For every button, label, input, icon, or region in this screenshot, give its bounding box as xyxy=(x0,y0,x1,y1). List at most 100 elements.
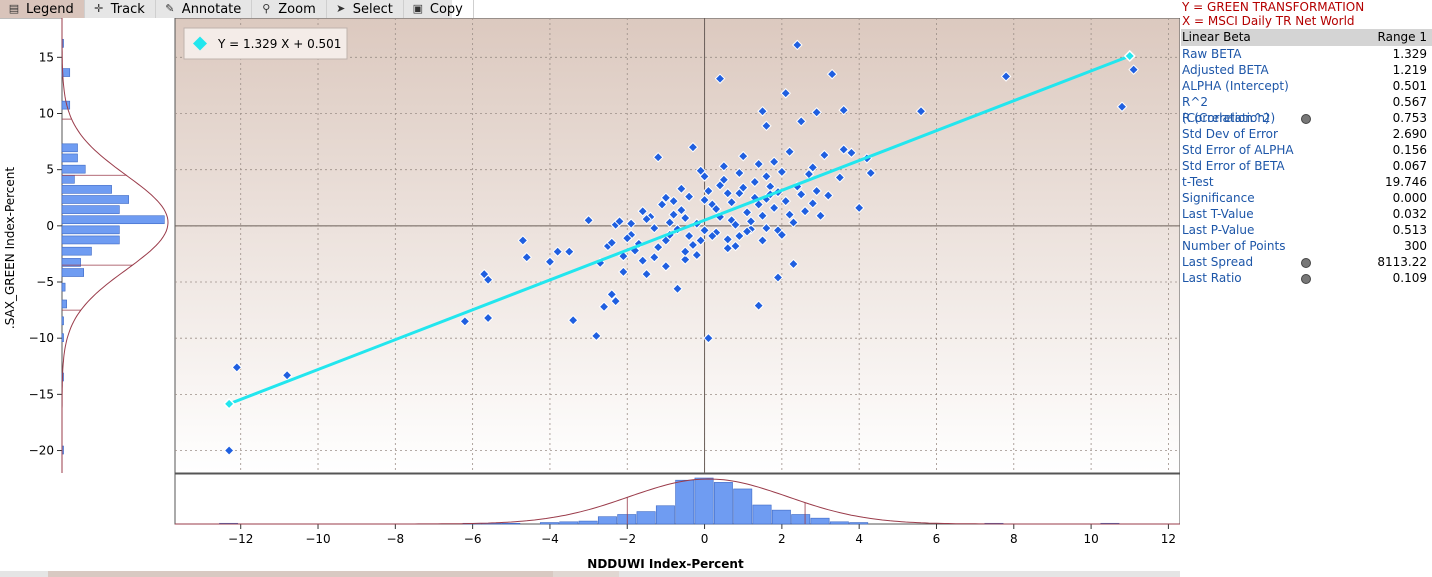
data-point xyxy=(563,246,575,257)
legend-icon: ▤ xyxy=(8,2,20,15)
y-histogram-bar xyxy=(61,268,85,277)
stat-value: 0.032 xyxy=(1392,207,1427,221)
data-point xyxy=(223,445,235,456)
stat-label: Number of Points xyxy=(1182,239,1286,253)
data-point xyxy=(788,258,799,270)
stat-value: 1.219 xyxy=(1392,63,1427,77)
data-point xyxy=(838,104,850,116)
data-point xyxy=(780,87,792,99)
stat-row: Std Error of ALPHA 0.156 xyxy=(1181,142,1432,158)
y-series-title: Y = GREEN TRANSFORMATION xyxy=(1182,0,1365,14)
legend-text: Y = 1.329 X + 0.501 xyxy=(217,37,341,51)
data-point xyxy=(784,146,795,157)
data-point xyxy=(668,195,679,207)
data-point xyxy=(826,68,838,80)
data-point xyxy=(853,202,865,214)
data-point xyxy=(687,239,699,251)
data-point xyxy=(761,120,772,132)
x-histogram-bar xyxy=(791,514,811,525)
toolbar-track-button[interactable]: ✛ Track xyxy=(85,0,156,18)
x-histogram-bar xyxy=(655,505,675,525)
data-point xyxy=(676,204,687,216)
data-point xyxy=(737,150,749,162)
y-histogram-bar xyxy=(61,225,120,235)
x-histogram-bar xyxy=(771,509,791,525)
y-axis-label: .SAX_GREEN Index-Percent xyxy=(3,167,17,329)
x-tick-label: 0 xyxy=(701,532,709,546)
stat-row: Last P-Value 0.513 xyxy=(1181,222,1432,238)
data-point xyxy=(641,268,652,280)
x-tick-label: 4 xyxy=(855,532,863,546)
toolbar-annotate-button[interactable]: ✎ Annotate xyxy=(156,0,253,18)
y-tick-label: −10 xyxy=(29,331,54,345)
data-point xyxy=(652,241,664,253)
x-histogram-bar xyxy=(559,521,579,525)
x-axis-label: NDDUWI Index-Percent xyxy=(587,557,744,571)
data-point xyxy=(915,105,927,117)
x-tick-label: −2 xyxy=(618,532,636,546)
stat-value: 19.746 xyxy=(1385,175,1427,189)
data-point xyxy=(664,217,676,228)
y-normal-curve xyxy=(61,18,169,473)
stats-header-label: Linear Beta xyxy=(1182,30,1251,44)
toolbar-copy-button[interactable]: ▣ Copy xyxy=(404,0,474,18)
data-point xyxy=(722,187,734,199)
magnifier-icon: ⚲ xyxy=(262,2,271,15)
y-histogram-bar xyxy=(61,258,81,267)
chart-toggle-icon[interactable] xyxy=(1301,258,1311,268)
chart-toggle-icon[interactable] xyxy=(1301,114,1311,124)
x-histogram-bar xyxy=(810,517,830,525)
x-histogram-bar xyxy=(713,482,733,525)
data-point xyxy=(683,191,695,202)
stat-label: t-Test xyxy=(1182,175,1214,189)
stat-value: 2.690 xyxy=(1392,127,1427,141)
x-tick-label: 6 xyxy=(933,532,941,546)
y-histogram-bar xyxy=(61,246,92,256)
toolbar-select-button[interactable]: ➤ Select xyxy=(327,0,404,18)
x-histogram-bar xyxy=(694,477,714,525)
toolbar-button-label: Select xyxy=(352,1,393,17)
toolbar-legend-button[interactable]: ▤ Legend xyxy=(0,0,85,18)
stat-label: Std Error of ALPHA xyxy=(1182,143,1294,157)
x-histogram-bar xyxy=(597,516,617,525)
data-point xyxy=(749,176,761,188)
legend-box xyxy=(183,27,348,60)
toolbar-zoom-button[interactable]: ⚲ Zoom xyxy=(252,0,327,18)
chart-toggle-icon[interactable] xyxy=(1301,274,1311,284)
x-tick-label: −6 xyxy=(464,532,482,546)
x-tick-label: −4 xyxy=(541,532,559,546)
scrollbar-thumb[interactable] xyxy=(48,571,553,577)
y-tick-label: 15 xyxy=(39,50,54,64)
x-histogram-bar xyxy=(539,522,559,525)
data-point xyxy=(683,230,695,242)
data-point xyxy=(799,205,811,217)
data-point xyxy=(772,272,784,283)
data-point xyxy=(757,235,768,246)
data-point xyxy=(699,225,710,236)
y-histogram-bar xyxy=(61,316,64,326)
y-histogram-bar xyxy=(61,68,71,77)
data-point xyxy=(621,232,633,244)
stat-label: Adjusted BETA xyxy=(1182,63,1269,77)
data-point xyxy=(637,255,649,266)
x-histogram-bar xyxy=(829,521,849,525)
stat-value: 8113.22 xyxy=(1377,255,1427,269)
data-point xyxy=(714,73,726,84)
data-point xyxy=(1116,101,1128,113)
data-point xyxy=(834,172,846,183)
stat-label: Std Error of BETA xyxy=(1182,159,1285,173)
data-point xyxy=(676,183,687,195)
data-point xyxy=(706,230,718,242)
data-point xyxy=(761,222,772,234)
data-point xyxy=(730,240,741,252)
y-tick-label: −15 xyxy=(29,387,54,401)
horizontal-scrollbar[interactable] xyxy=(0,571,1180,577)
data-point xyxy=(1000,71,1012,82)
stat-label: Significance xyxy=(1182,191,1255,205)
data-point xyxy=(722,243,734,254)
data-point xyxy=(703,332,714,344)
data-point xyxy=(792,39,803,51)
stat-label: R^2 (Correlation^2) xyxy=(1182,95,1276,125)
data-point xyxy=(637,205,649,217)
stat-label: Last Ratio xyxy=(1182,271,1242,285)
